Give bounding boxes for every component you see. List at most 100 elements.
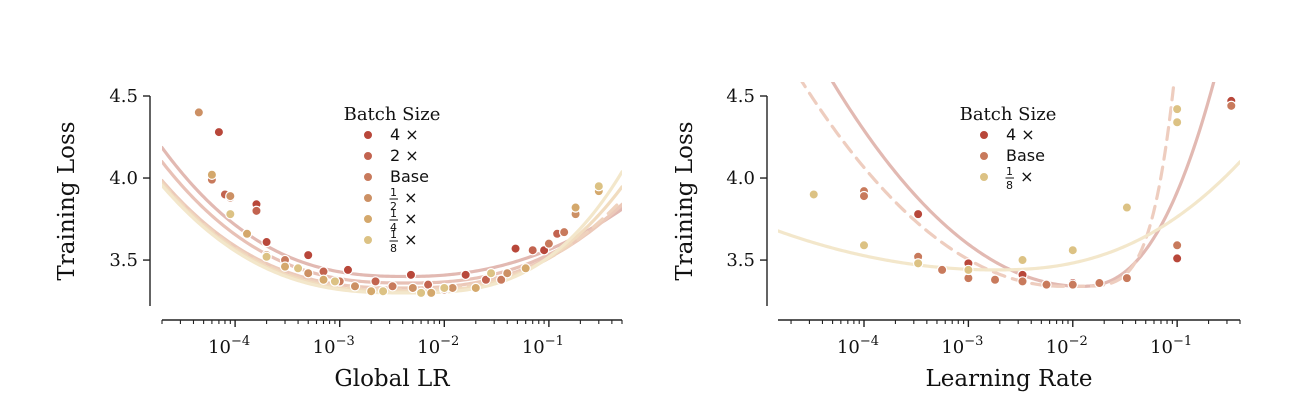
legend-label: Base xyxy=(390,167,429,186)
legend-label: Base xyxy=(1006,146,1045,165)
axes: 3.5 4.0 4.5 10−4 10−3 10−2 10−1 xyxy=(726,86,1241,358)
data-point-series-0-6 xyxy=(460,269,471,281)
data-point-series-0-0 xyxy=(912,208,924,220)
data-point-series-1-1 xyxy=(251,205,262,217)
data-point-series-5-4 xyxy=(377,286,389,297)
fit-curve-series-2 xyxy=(778,160,1240,272)
data-point-series-4-5 xyxy=(426,287,437,299)
data-point-series-0-3 xyxy=(303,249,314,261)
data-point-series-2-8 xyxy=(1171,103,1183,115)
data-point-series-5-3 xyxy=(329,276,341,287)
legend-title: Batch Size xyxy=(344,104,441,125)
data-point-series-3-5 xyxy=(407,282,419,294)
data-point-series-1-7 xyxy=(1041,279,1052,290)
data-point-series-5-0 xyxy=(225,208,236,220)
data-point-series-4-6 xyxy=(470,282,481,294)
y-tick-label: 4.0 xyxy=(726,168,755,189)
data-point-series-1-6 xyxy=(527,245,538,256)
data-point-series-4-8 xyxy=(570,202,581,213)
data-point-series-1-1 xyxy=(858,190,870,202)
x-tick-label: 10−2 xyxy=(417,334,459,358)
fit-curve-series-5 xyxy=(162,170,622,295)
x-axis-label: Learning Rate xyxy=(925,366,1092,392)
data-point-series-3-4 xyxy=(349,281,361,292)
data-point-series-1-3 xyxy=(936,264,948,276)
legend-title: Batch Size xyxy=(960,104,1057,125)
data-point-series-5-6 xyxy=(439,282,450,294)
data-point-series-2-6 xyxy=(1121,202,1133,213)
y-tick-label: 4.5 xyxy=(726,86,755,107)
data-point-series-1-11 xyxy=(1171,240,1183,251)
data-point-series-2-6 xyxy=(496,274,507,285)
data-point-series-1-8 xyxy=(1067,279,1078,290)
data-point-series-4-1 xyxy=(241,228,253,240)
data-point-series-2-3 xyxy=(963,264,974,276)
data-point-series-1-9 xyxy=(1094,277,1105,289)
data-point-series-0-4 xyxy=(342,264,354,276)
legend-label: 4 × xyxy=(1006,125,1035,144)
data-point-series-2-4 xyxy=(1017,254,1028,266)
legend-marker xyxy=(363,151,373,161)
data-point-series-0-5 xyxy=(405,269,417,281)
legend-marker xyxy=(979,172,989,182)
data-point-series-0-2 xyxy=(261,236,272,248)
data-point-series-5-5 xyxy=(415,287,427,299)
data-point-series-3-0 xyxy=(193,107,205,118)
data-point-series-5-8 xyxy=(593,181,605,192)
legend-marker xyxy=(979,151,989,161)
data-point-series-5-1 xyxy=(261,251,272,262)
x-tick-label: 10−1 xyxy=(1150,334,1192,358)
x-tick-label: 10−2 xyxy=(1046,334,1088,358)
data-points xyxy=(193,107,605,299)
data-point-series-2-5 xyxy=(1067,245,1078,256)
y-tick-label: 4.0 xyxy=(109,168,138,189)
data-point-series-1-3 xyxy=(370,276,381,287)
y-axis-label: Training Loss xyxy=(54,121,80,280)
data-point-series-2-4 xyxy=(387,281,398,292)
data-point-series-3-7 xyxy=(502,267,513,279)
data-point-series-5-7 xyxy=(485,267,497,279)
data-point-series-5-2 xyxy=(292,263,304,274)
data-point-series-2-0 xyxy=(808,189,819,200)
data-point-series-1-5 xyxy=(989,274,1001,285)
data-point-series-3-3 xyxy=(303,267,314,279)
data-point-series-0-4 xyxy=(1171,253,1183,264)
legend-marker xyxy=(363,172,373,182)
data-point-series-1-6 xyxy=(1017,276,1028,287)
axes: 3.5 4.0 4.5 10−4 10−3 10−2 10−1 xyxy=(109,86,623,358)
legend-marker xyxy=(363,235,373,245)
x-tick-label: 10−4 xyxy=(208,334,250,358)
legend-label: 2 × xyxy=(390,146,419,165)
x-tick-label: 10−4 xyxy=(837,334,879,358)
x-tick-label: 10−3 xyxy=(941,334,983,358)
data-point-series-2-1 xyxy=(858,240,870,251)
data-point-series-4-2 xyxy=(279,261,291,272)
y-tick-label: 3.5 xyxy=(726,250,755,271)
data-point-series-3-1 xyxy=(225,190,236,202)
data-points xyxy=(808,95,1237,290)
x-tick-label: 10−1 xyxy=(522,334,564,358)
fit-curves xyxy=(778,82,1240,288)
y-axis-label: Training Loss xyxy=(672,121,698,280)
data-point-series-2-7 xyxy=(1171,117,1183,128)
data-point-series-2-7 xyxy=(543,238,555,249)
data-point-series-1-12 xyxy=(1226,100,1237,112)
data-point-series-0-7 xyxy=(510,243,521,254)
x-tick-label: 10−3 xyxy=(313,334,355,358)
legend-marker xyxy=(979,130,989,140)
data-point-series-4-4 xyxy=(365,286,377,297)
data-point-series-1-10 xyxy=(1121,272,1133,284)
y-tick-label: 4.5 xyxy=(109,86,138,107)
data-point-series-4-3 xyxy=(318,274,329,285)
legend-marker xyxy=(363,193,373,203)
legend-marker xyxy=(363,214,373,224)
